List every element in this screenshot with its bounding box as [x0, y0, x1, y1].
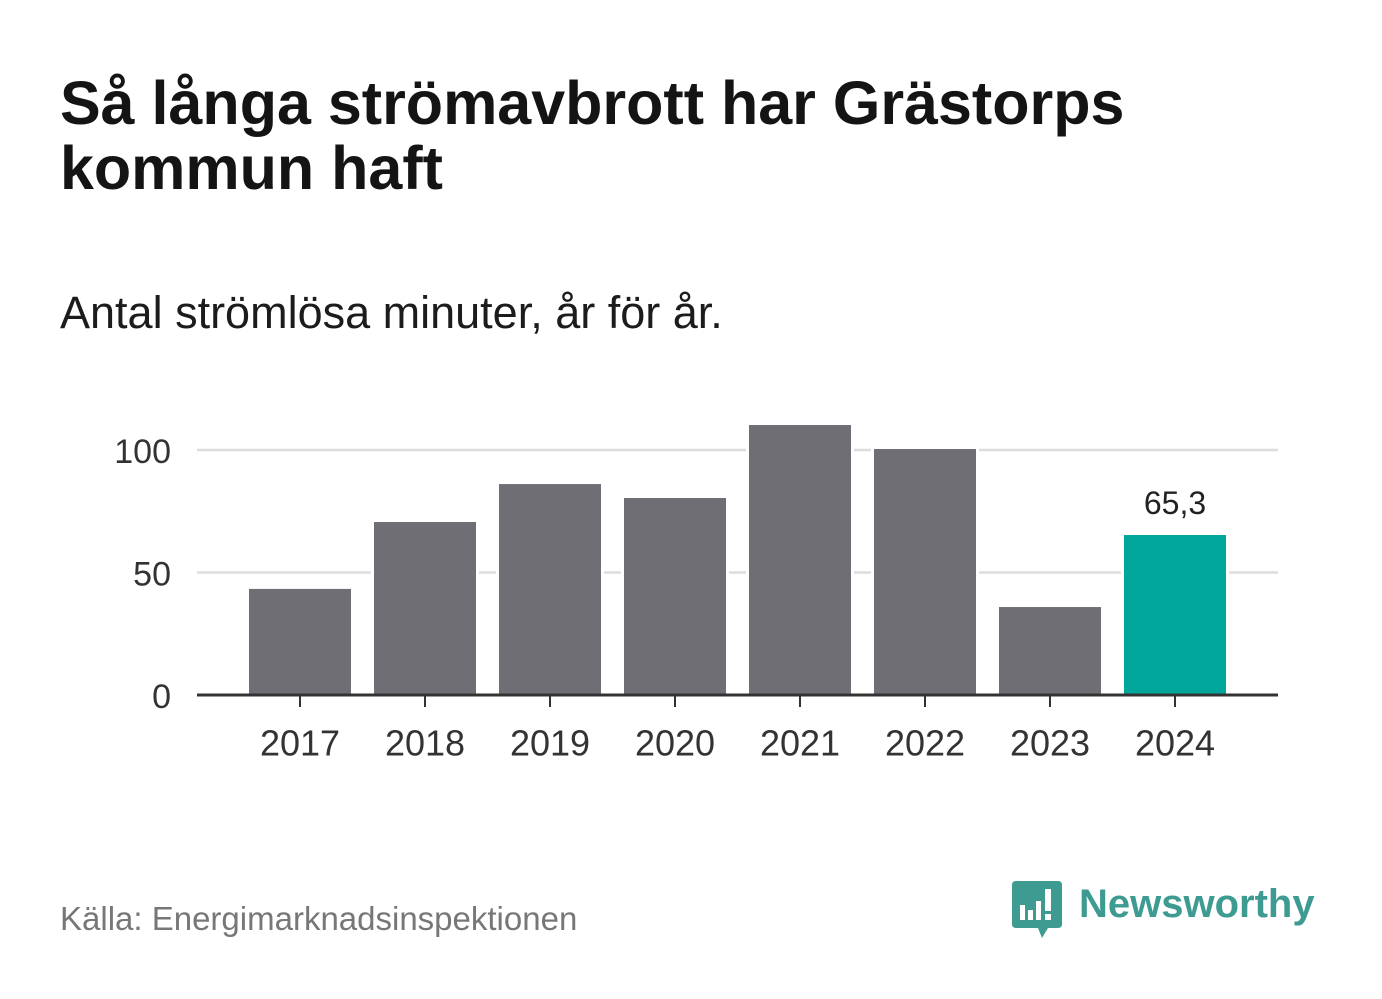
x-tick-label-2021: 2021	[760, 723, 840, 764]
bar-2024	[1124, 535, 1226, 695]
icon-dot	[1045, 914, 1051, 920]
chart-subtitle: Antal strömlösa minuter, år för år.	[60, 287, 723, 338]
bar-2018	[374, 522, 476, 695]
x-tick-label-2017: 2017	[260, 723, 340, 764]
bar-2021	[749, 425, 851, 695]
y-tick-label: 50	[133, 556, 171, 594]
brand-name: Newsworthy	[1079, 882, 1315, 926]
icon-bar	[1036, 901, 1041, 920]
data-label-2024: 65,3	[1144, 485, 1206, 521]
x-tick-label-2023: 2023	[1010, 723, 1090, 764]
icon-bar	[1045, 889, 1051, 911]
bar-2022	[874, 449, 976, 695]
bar-2019	[499, 484, 601, 695]
x-tick-label-2018: 2018	[385, 723, 465, 764]
bar-chart: 0 50 100 2017 2018 2019 2020 2021 2022 2023 2024 65…	[114, 422, 1278, 764]
bar-2020	[624, 498, 726, 695]
icon-bar	[1028, 910, 1033, 920]
x-tick-label-2022: 2022	[885, 723, 965, 764]
chart-title: Så långa strömavbrott har Grästorps komm…	[60, 69, 1125, 202]
chart-speech-bubble-icon	[1012, 881, 1062, 938]
icon-bar	[1020, 905, 1025, 920]
x-tick-label-2024: 2024	[1135, 723, 1215, 764]
source-note: Källa: Energimarknadsinspektionen	[60, 900, 578, 937]
y-tick-label: 0	[152, 678, 171, 716]
x-tick-label-2020: 2020	[635, 723, 715, 764]
brand-logo: Newsworthy	[1012, 881, 1332, 939]
bar-2017	[249, 588, 351, 695]
x-tick-label-2019: 2019	[510, 723, 590, 764]
bar-2023	[999, 607, 1101, 695]
y-tick-label: 100	[114, 433, 171, 471]
